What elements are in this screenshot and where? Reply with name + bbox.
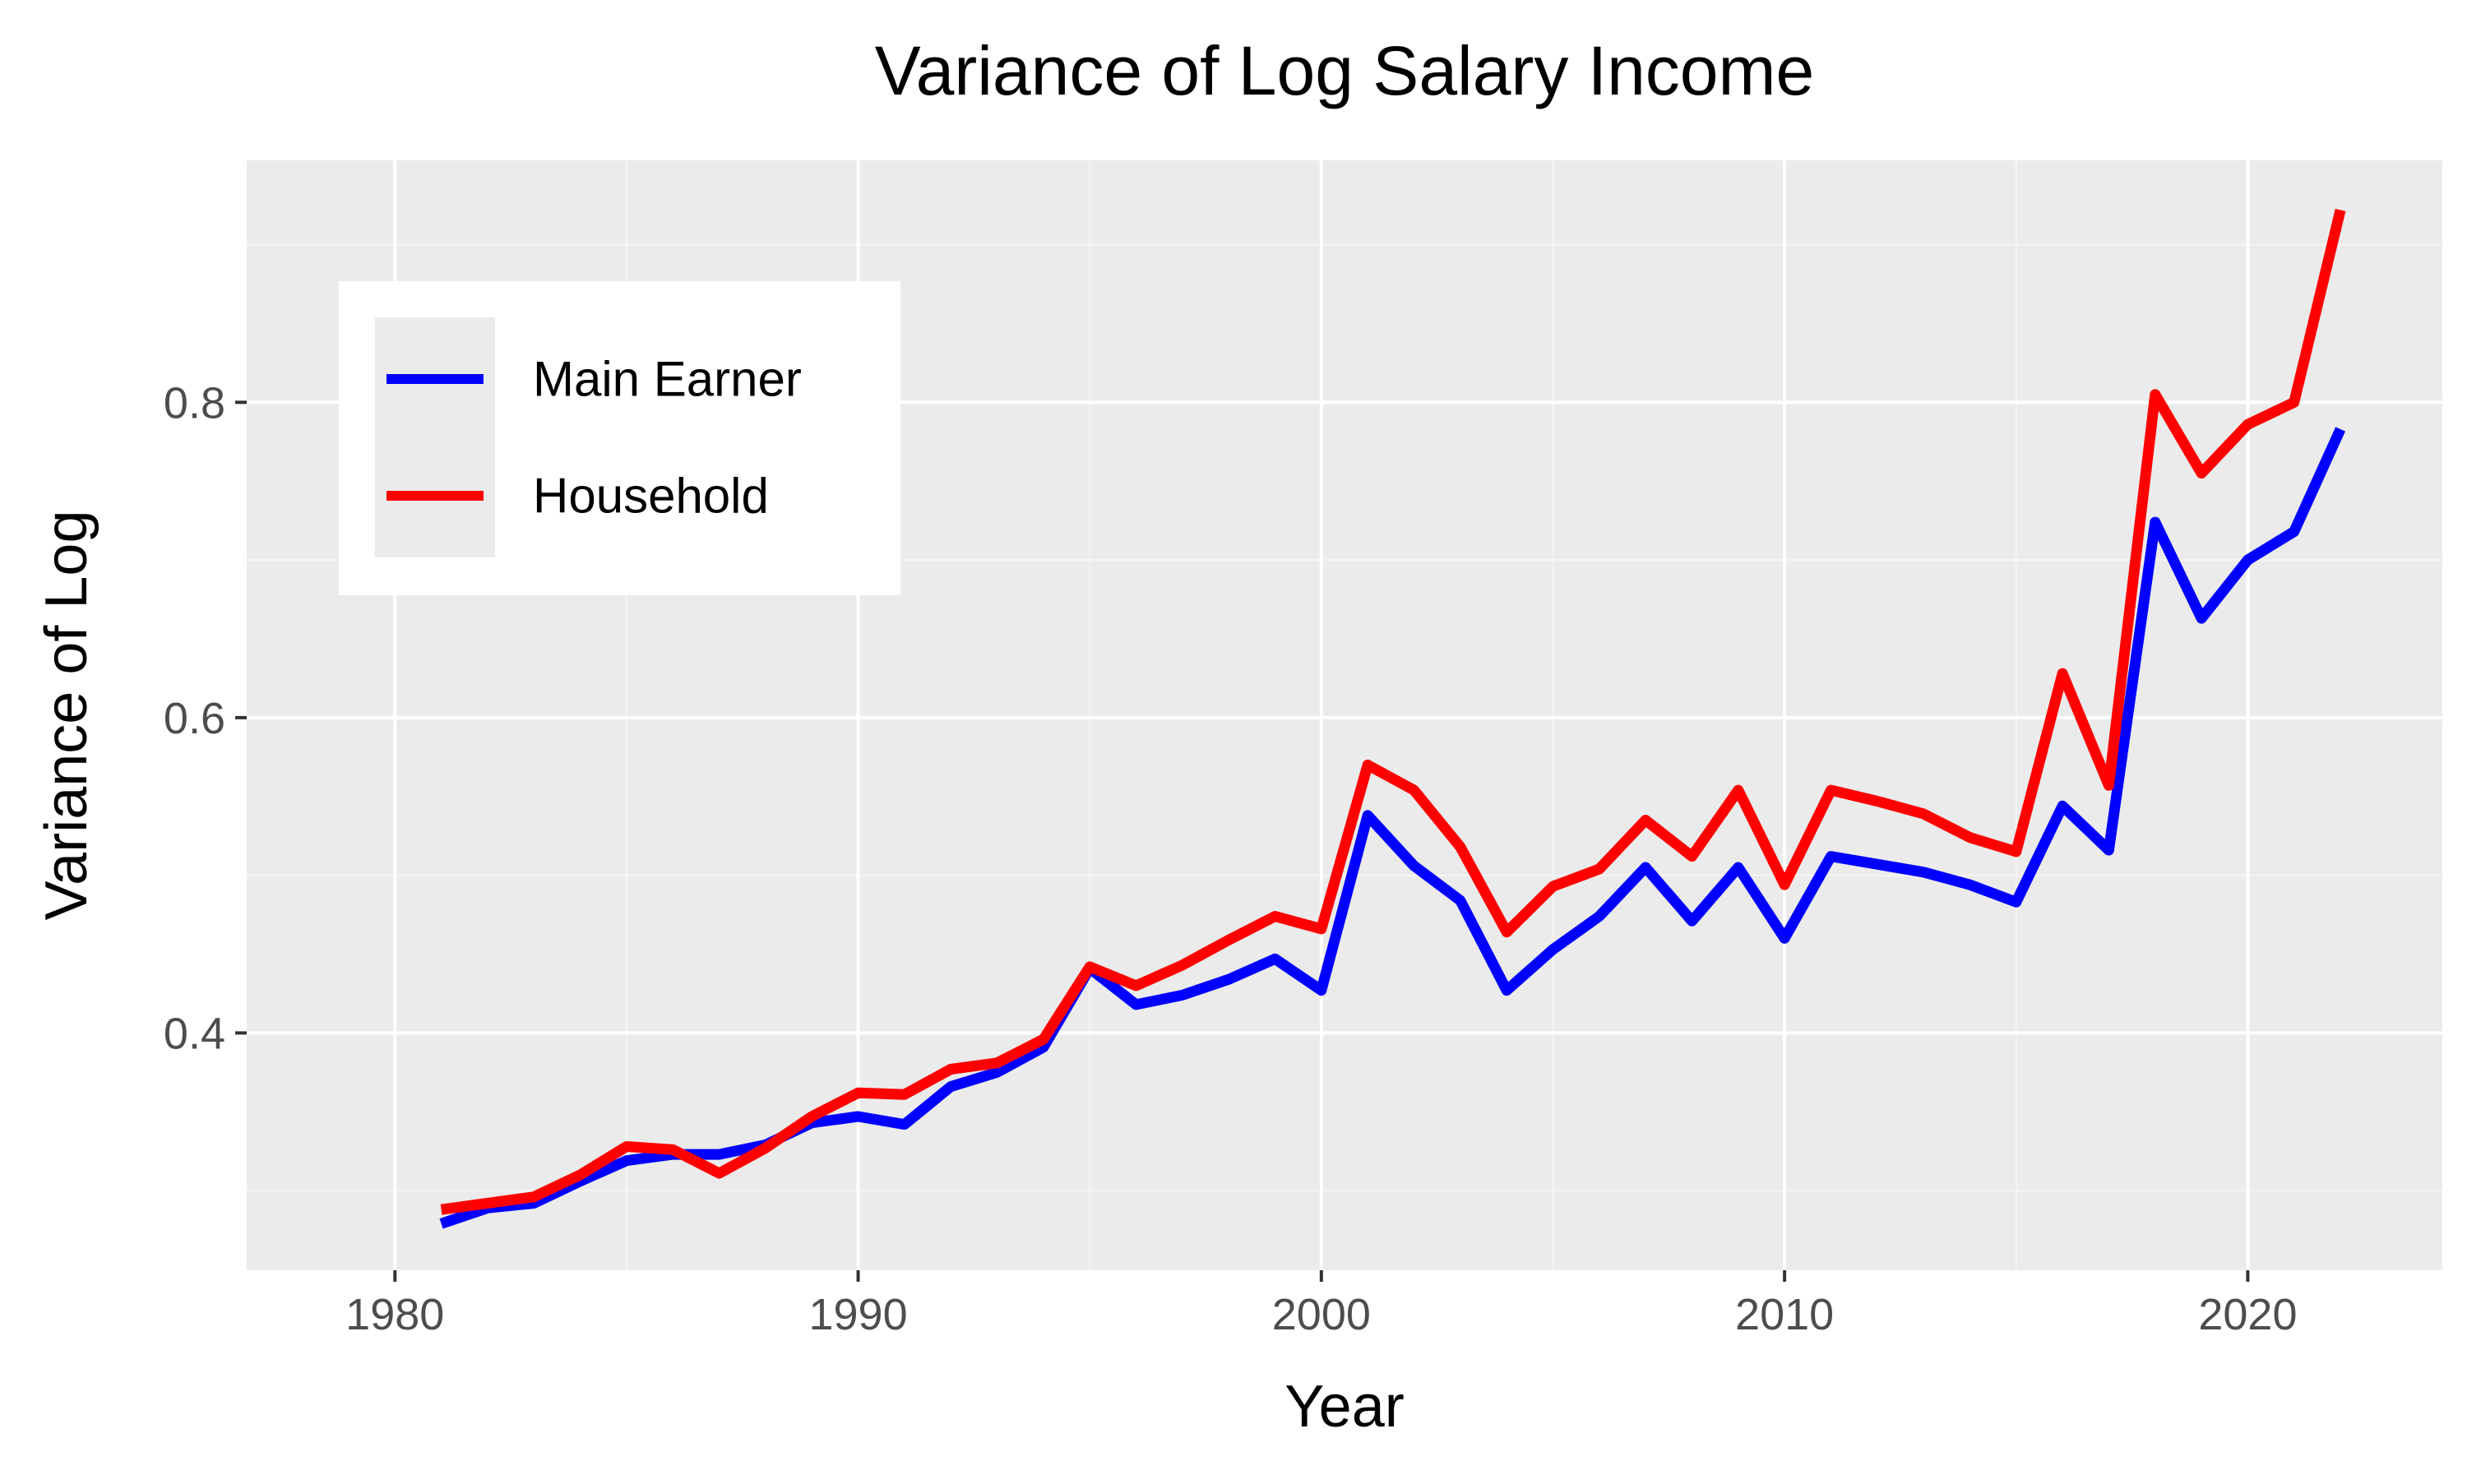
y-tick-label: 0.4 xyxy=(164,1009,225,1058)
x-tick-label: 2000 xyxy=(1272,1290,1371,1339)
y-axis-title: Variance of Log xyxy=(34,510,100,920)
chart-title: Variance of Log Salary Income xyxy=(875,32,1814,109)
legend-key-background xyxy=(375,317,495,557)
legend-label-household: Household xyxy=(533,469,769,524)
x-tick-label: 1980 xyxy=(345,1290,444,1339)
legend-label-main-earner: Main Earner xyxy=(533,352,802,407)
x-tick-label: 2010 xyxy=(1735,1290,1834,1339)
x-tick-label: 1990 xyxy=(808,1290,907,1339)
x-tick-label: 2020 xyxy=(2198,1290,2297,1339)
axes: 1980 1990 2000 2010 2020 0.4 0.6 0.8 xyxy=(164,378,2298,1339)
legend: Main Earner Household xyxy=(339,281,900,595)
data-lines xyxy=(439,208,2346,1229)
series-line-household xyxy=(440,208,2346,1215)
x-axis-title: Year xyxy=(1284,1374,1404,1440)
y-tick-label: 0.6 xyxy=(164,694,225,743)
y-tick-label: 0.8 xyxy=(164,378,225,428)
